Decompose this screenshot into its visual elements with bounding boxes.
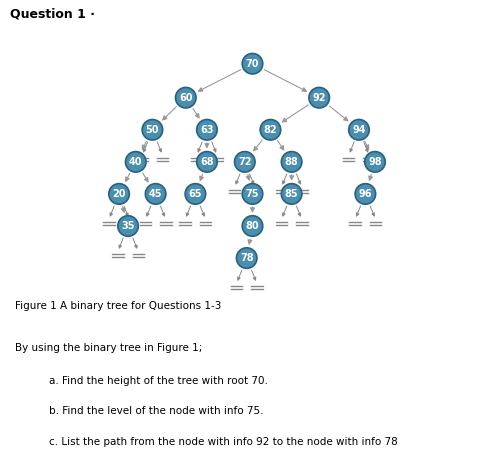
Text: 94: 94 [352, 125, 366, 135]
Text: a. Find the height of the tree with root 70.: a. Find the height of the tree with root… [49, 376, 267, 386]
Text: 63: 63 [200, 125, 214, 135]
Circle shape [118, 216, 138, 236]
Circle shape [309, 87, 329, 108]
Circle shape [260, 120, 281, 140]
Text: 35: 35 [121, 221, 135, 231]
Text: b. Find the level of the node with info 75.: b. Find the level of the node with info … [49, 406, 263, 416]
Circle shape [175, 87, 196, 108]
Circle shape [242, 53, 263, 74]
Text: 85: 85 [285, 189, 299, 199]
Circle shape [355, 184, 375, 204]
Text: 68: 68 [200, 157, 214, 167]
Text: 50: 50 [146, 125, 159, 135]
Circle shape [237, 248, 257, 269]
Text: 88: 88 [285, 157, 299, 167]
Circle shape [281, 152, 302, 172]
Circle shape [281, 184, 302, 204]
Text: 75: 75 [246, 189, 259, 199]
Text: 92: 92 [313, 93, 326, 103]
Circle shape [197, 152, 217, 172]
Circle shape [197, 120, 217, 140]
Text: By using the binary tree in Figure 1;: By using the binary tree in Figure 1; [15, 343, 202, 353]
Text: 20: 20 [112, 189, 126, 199]
Text: 40: 40 [129, 157, 143, 167]
Circle shape [185, 184, 206, 204]
Text: 65: 65 [188, 189, 202, 199]
Text: 82: 82 [263, 125, 277, 135]
Circle shape [365, 152, 385, 172]
Circle shape [142, 120, 163, 140]
Text: 45: 45 [149, 189, 162, 199]
Circle shape [242, 184, 263, 204]
Circle shape [109, 184, 130, 204]
Text: 80: 80 [245, 221, 259, 231]
Text: 70: 70 [246, 59, 259, 69]
Text: Question 1 ·: Question 1 · [10, 7, 95, 20]
Text: 78: 78 [240, 253, 254, 263]
Circle shape [126, 152, 146, 172]
Circle shape [349, 120, 369, 140]
Text: 96: 96 [358, 189, 372, 199]
Text: 98: 98 [368, 157, 382, 167]
Text: 60: 60 [179, 93, 192, 103]
Text: 72: 72 [238, 157, 251, 167]
Circle shape [242, 216, 263, 236]
Circle shape [235, 152, 255, 172]
Text: c. List the path from the node with info 92 to the node with info 78: c. List the path from the node with info… [49, 437, 397, 446]
Circle shape [145, 184, 166, 204]
Text: Figure 1 A binary tree for Questions 1-3: Figure 1 A binary tree for Questions 1-3 [15, 301, 221, 311]
